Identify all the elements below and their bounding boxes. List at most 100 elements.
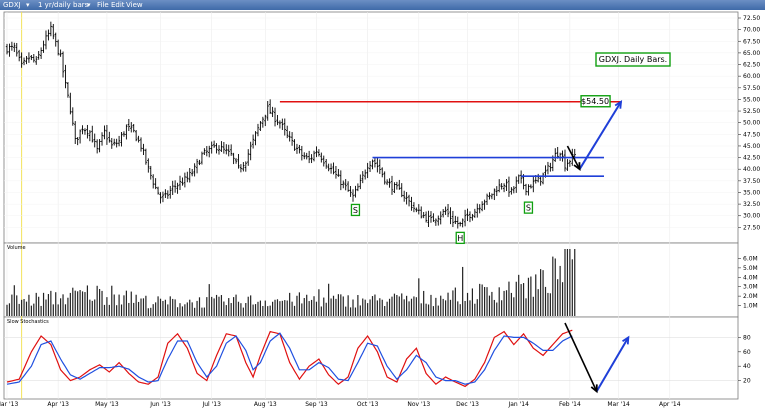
price-bar [376, 157, 379, 173]
price-bar [130, 122, 133, 133]
price-bar [149, 165, 152, 180]
price-bar [54, 32, 57, 47]
price-bar [349, 186, 352, 197]
price-bar [356, 183, 360, 192]
price-bar [307, 150, 311, 164]
price-bar [412, 202, 416, 213]
price-bar [152, 174, 155, 189]
price-bar [71, 107, 74, 126]
price-bar [261, 116, 265, 128]
price-bar [81, 125, 84, 135]
price-bar [493, 188, 496, 201]
price-bar [351, 189, 355, 202]
arrowhead [573, 162, 581, 172]
price-bar [32, 54, 36, 63]
price-bar [52, 23, 55, 40]
gdxj-chart: Mar '13 Apr '13 May '13 Jun '13 Jul '13 Aug '… [0, 11, 760, 408]
price-bar [312, 150, 316, 162]
stoch-projection-up [595, 336, 630, 392]
price-bar [268, 99, 272, 115]
price-bar [536, 173, 540, 183]
price-bar [361, 171, 364, 184]
x-tick-label: Jan '14 [507, 401, 529, 408]
price-bar [346, 181, 350, 192]
price-bar [505, 178, 508, 191]
price-bar [154, 178, 157, 190]
chevron-down-icon[interactable]: ▾ [87, 1, 91, 9]
price-tick-label: 52.50 [743, 108, 760, 115]
price-bar [15, 42, 18, 57]
price-bar [402, 190, 406, 202]
price-tick-label: 62.50 [743, 62, 760, 69]
price-bar [390, 175, 394, 195]
price-bar [22, 57, 26, 66]
menu-edit[interactable]: Edit [111, 1, 125, 9]
x-tick-label: Mar '14 [607, 401, 630, 408]
chevron-down-icon[interactable]: ▾ [26, 1, 30, 9]
price-bar [120, 131, 123, 147]
x-tick-label: Oct '13 [357, 401, 379, 408]
price-bar [327, 163, 330, 172]
price-bar [234, 158, 238, 164]
price-tick-label: 30.00 [743, 213, 760, 220]
stoch-d-line [6, 332, 573, 385]
stochastics-tick-label: 40 [743, 363, 751, 370]
price-bar [132, 123, 135, 133]
price-bar [354, 185, 357, 198]
x-tick-label: Nov '13 [407, 401, 430, 408]
price-bar [203, 148, 206, 156]
price-bar [229, 144, 233, 156]
menu-file[interactable]: File [97, 1, 109, 9]
price-bar [91, 125, 94, 143]
chart-title-box [595, 52, 671, 67]
chart-title: GDXJ. Daily Bars. [599, 55, 667, 64]
price-bar [568, 159, 572, 167]
price-bar [539, 176, 542, 186]
price-bar [454, 215, 457, 225]
price-bar [86, 124, 89, 139]
price-tick-label: 45.00 [743, 143, 760, 150]
menu-view[interactable]: View [126, 1, 143, 9]
price-bar [166, 190, 170, 199]
price-bar [334, 165, 338, 179]
price-tick-label: 40.00 [743, 166, 760, 173]
price-bar [69, 92, 72, 115]
price-bar [61, 51, 65, 78]
price-tick-label: 57.50 [743, 85, 760, 92]
price-bar [315, 146, 318, 158]
price-tick-label: 27.50 [743, 224, 760, 231]
price-bar [459, 221, 462, 227]
price-bar [171, 180, 174, 195]
price-bar [478, 204, 481, 214]
price-bar [264, 114, 267, 127]
x-tick-label: Mar '13 [0, 401, 18, 408]
x-tick-label: Jul '13 [201, 401, 221, 408]
price-bar [74, 121, 77, 145]
price-bar [290, 132, 294, 146]
price-bar [173, 180, 177, 193]
price-bar [415, 207, 418, 213]
price-bar [471, 213, 474, 221]
volume-tick-label: 4.0M [743, 274, 758, 281]
price-bar [215, 143, 218, 154]
volume-panel-label: Volume [7, 245, 26, 251]
price-bar [298, 144, 301, 154]
arrowhead [590, 384, 598, 394]
price-bar [147, 158, 150, 173]
price-tick-label: 37.50 [743, 178, 760, 185]
price-bar [27, 52, 31, 63]
price-tick-label: 35.00 [743, 189, 760, 196]
price-bar [395, 181, 399, 190]
price-bar [188, 168, 191, 183]
price-bar [169, 185, 172, 199]
price-bar [251, 134, 255, 149]
symbol-selector[interactable]: GDXJ [3, 1, 21, 9]
price-bar [510, 187, 513, 195]
price-bar [541, 172, 545, 185]
price-bar [463, 209, 467, 227]
price-panel [3, 11, 739, 244]
stochastics-tick-label: 20 [743, 378, 751, 385]
price-bar [466, 208, 469, 222]
price-bar [39, 47, 43, 59]
period-selector[interactable]: 1 yr/daily bars [38, 1, 89, 9]
